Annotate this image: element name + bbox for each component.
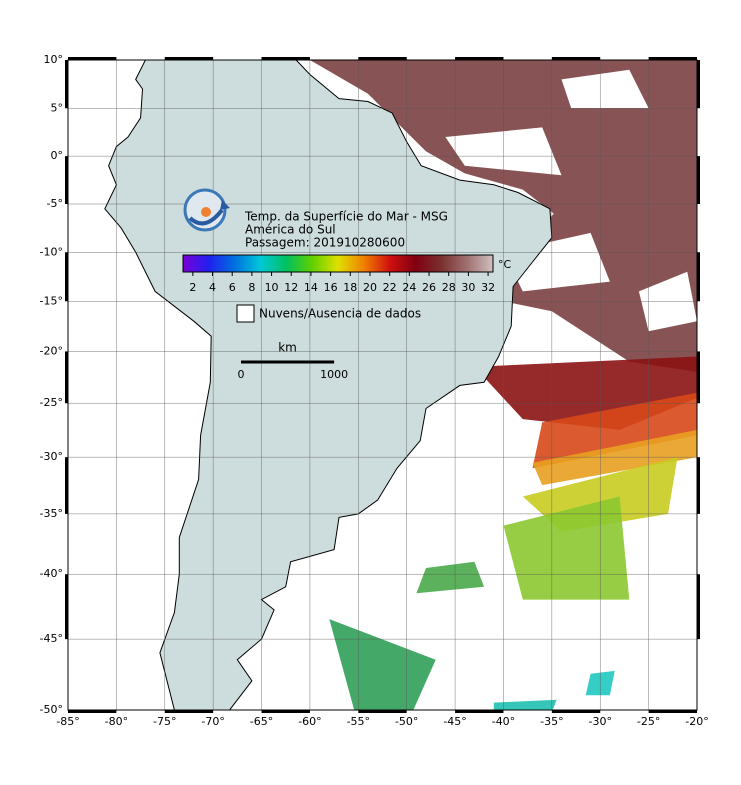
x-tick-label: -50° — [395, 715, 418, 728]
frame-segment — [261, 710, 310, 713]
x-tick-label: -80° — [105, 715, 128, 728]
colorbar-tick-label: 32 — [481, 281, 495, 294]
x-tick-label: -40° — [492, 715, 515, 728]
frame-segment — [65, 156, 68, 205]
frame-segment — [358, 57, 407, 60]
frame-segment — [697, 252, 700, 302]
y-tick-label: -10° — [40, 245, 63, 258]
frame-segment — [65, 351, 68, 404]
colorbar-tick-label: 10 — [265, 281, 279, 294]
scale-unit: km — [278, 341, 297, 355]
x-tick-label: -85° — [56, 715, 79, 728]
colorbar-tick-label: 6 — [229, 281, 236, 294]
colorbar-tick-label: 16 — [324, 281, 338, 294]
frame-segment — [68, 57, 117, 60]
logo — [183, 188, 230, 232]
colorbar-tick-label: 18 — [343, 281, 357, 294]
sst-area — [493, 699, 557, 710]
colorbar — [182, 254, 494, 273]
cloud — [638, 271, 697, 332]
frame-segment — [164, 57, 214, 60]
frame-segment — [551, 57, 601, 60]
frame-segment — [648, 57, 697, 60]
x-tick-label: -70° — [201, 715, 224, 728]
x-tick-label: -35° — [540, 715, 563, 728]
x-tick-label: -25° — [637, 715, 660, 728]
x-tick-label: -30° — [588, 715, 611, 728]
x-tick-label: -45° — [443, 715, 466, 728]
x-tick-label: -65° — [250, 715, 273, 728]
y-tick-label: 10° — [44, 53, 64, 66]
frame-segment — [261, 57, 310, 60]
overlay: Temp. da Superfície do Mar - MSG América… — [40, 53, 709, 728]
legend-label: Nuvens/Ausencia de dados — [259, 307, 421, 321]
y-tick-label: -35° — [40, 507, 63, 520]
sst-area — [416, 561, 485, 594]
subtitle: América do Sul — [245, 223, 336, 237]
x-tick-label: -55° — [347, 715, 370, 728]
frame-segment — [697, 60, 700, 109]
legend-swatch — [236, 304, 255, 323]
x-tick-label: -20° — [685, 715, 708, 728]
colorbar-tick-label: 4 — [209, 281, 216, 294]
sst-area — [503, 496, 630, 600]
colorbar-tick-label: 20 — [363, 281, 377, 294]
frame-segment — [551, 710, 601, 713]
sst-area — [329, 619, 436, 710]
frame-segment — [697, 574, 700, 640]
sst-area — [532, 392, 697, 469]
frame-segment — [65, 574, 68, 640]
frame-segment — [697, 351, 700, 404]
colorbar-tick-label: 30 — [461, 281, 475, 294]
colorbar-tick-label: 26 — [422, 281, 436, 294]
frame-segment — [65, 60, 68, 109]
frame-segment — [164, 710, 214, 713]
pass-time: Passagem: 201910280600 — [245, 236, 405, 250]
x-tick-label: -75° — [153, 715, 176, 728]
colorbar-unit: °C — [498, 258, 512, 271]
frame-segment — [648, 710, 697, 713]
frame-segment — [697, 457, 700, 514]
colorbar-tick-label: 12 — [284, 281, 298, 294]
y-tick-label: -50° — [40, 703, 63, 716]
colorbar-tick-label: 28 — [442, 281, 456, 294]
frame-segment — [697, 156, 700, 205]
colorbar-tick-label: 14 — [304, 281, 318, 294]
frame-segment — [358, 710, 407, 713]
frame-segment — [455, 57, 504, 60]
sst-area — [532, 429, 697, 486]
map-area — [68, 60, 697, 710]
colorbar-tick-label: 24 — [402, 281, 416, 294]
y-tick-label: 5° — [51, 101, 64, 114]
y-tick-label: -30° — [40, 450, 63, 463]
y-tick-label: -20° — [40, 344, 63, 357]
cloud — [561, 69, 649, 109]
y-tick-label: -40° — [40, 567, 63, 580]
frame-segment — [455, 710, 504, 713]
y-tick-label: -15° — [40, 294, 63, 307]
x-tick-label: -60° — [298, 715, 321, 728]
colorbar-tick-label: 8 — [248, 281, 255, 294]
y-tick-label: -5° — [47, 197, 63, 210]
frame-segment — [68, 710, 117, 713]
scale-label: 1000 — [320, 368, 348, 381]
scale-bar — [241, 360, 335, 364]
y-tick-label: -45° — [40, 632, 63, 645]
frame-segment — [65, 457, 68, 514]
title: Temp. da Superfície do Mar - MSG — [244, 210, 448, 224]
colorbar-tick-label: 22 — [383, 281, 397, 294]
colorbar-tick-label: 2 — [189, 281, 196, 294]
frame-segment — [65, 252, 68, 302]
y-tick-label: 0° — [51, 149, 64, 162]
scale-label: 0 — [238, 368, 245, 381]
y-tick-label: -25° — [40, 396, 63, 409]
